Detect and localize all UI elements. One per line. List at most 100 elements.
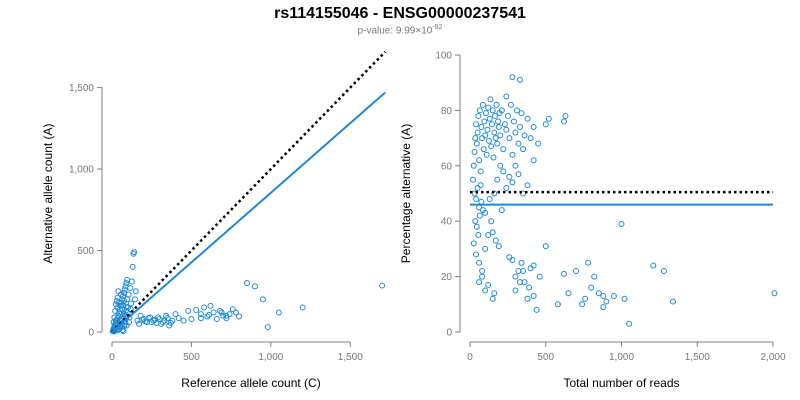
y-tick-label: 20 — [441, 272, 453, 283]
data-point — [490, 154, 497, 161]
data-point — [491, 112, 498, 119]
data-point — [603, 298, 610, 305]
data-point — [299, 304, 306, 311]
data-point — [509, 74, 516, 81]
data-point — [524, 295, 531, 302]
data-point — [527, 265, 534, 272]
data-point — [509, 256, 516, 263]
data-point — [232, 309, 239, 316]
data-point — [520, 146, 527, 153]
y-tick-label: 1,500 — [69, 83, 94, 94]
data-point — [520, 190, 527, 197]
data-point — [479, 101, 486, 108]
data-point — [197, 315, 204, 322]
x-tick-label: 1,500 — [338, 352, 363, 363]
data-point — [536, 273, 543, 280]
data-point — [520, 268, 527, 275]
data-point — [650, 262, 657, 269]
data-point — [492, 135, 499, 142]
y-tick-label: 40 — [441, 217, 453, 228]
data-point — [512, 162, 519, 169]
data-point — [521, 132, 528, 139]
data-point — [476, 157, 483, 164]
data-point — [379, 282, 386, 289]
data-point — [124, 276, 131, 283]
y-tick-label: 0 — [88, 328, 94, 339]
data-point — [223, 312, 230, 319]
data-point — [481, 118, 488, 125]
data-point — [205, 311, 212, 318]
data-point — [560, 270, 567, 277]
data-point — [497, 132, 504, 139]
data-point — [565, 290, 572, 297]
data-point — [145, 315, 152, 322]
x-tick-label: 1,500 — [685, 352, 710, 363]
data-point — [226, 311, 233, 318]
data-point — [503, 93, 510, 100]
data-point — [236, 313, 243, 320]
data-point — [506, 254, 513, 261]
x-tick-label: 500 — [537, 352, 554, 363]
data-point — [479, 135, 486, 142]
data-point — [132, 288, 139, 295]
data-point — [167, 320, 174, 327]
data-point — [526, 284, 533, 291]
data-point — [478, 124, 485, 131]
data-point — [210, 309, 217, 316]
data-point — [621, 295, 628, 302]
data-point — [477, 168, 484, 175]
data-point — [512, 129, 519, 136]
data-point — [475, 232, 482, 239]
data-point — [127, 285, 134, 292]
data-point — [489, 107, 496, 114]
y-tick-label: 1,000 — [69, 165, 94, 176]
data-point — [128, 278, 135, 285]
y-tick-label: 100 — [435, 51, 452, 62]
data-point — [264, 324, 271, 331]
data-point — [123, 280, 130, 287]
data-point — [503, 184, 510, 191]
data-point — [542, 121, 549, 128]
data-point — [482, 132, 489, 139]
data-point — [188, 315, 195, 322]
data-point — [229, 306, 236, 313]
data-point — [497, 162, 504, 169]
data-point — [491, 290, 498, 297]
data-point — [524, 115, 531, 122]
data-point — [588, 284, 595, 291]
data-point — [251, 283, 258, 290]
data-point — [472, 218, 479, 225]
data-point — [518, 259, 525, 266]
data-point — [479, 273, 486, 280]
data-point — [476, 212, 483, 219]
data-point — [595, 290, 602, 297]
data-point — [488, 218, 495, 225]
data-point — [518, 110, 525, 117]
data-point — [542, 243, 549, 250]
data-point — [670, 298, 677, 305]
data-point — [136, 320, 143, 327]
data-point — [600, 292, 607, 299]
data-point — [591, 273, 598, 280]
data-point — [530, 157, 537, 164]
data-point — [471, 148, 478, 155]
data-point — [476, 259, 483, 266]
data-point — [115, 299, 122, 306]
data-point — [474, 184, 481, 191]
data-point — [660, 268, 667, 275]
data-point — [197, 311, 204, 318]
data-point — [515, 140, 522, 147]
chart-panel-right: 0 500 1,000 1,500 2,000 0 20 40 60 80 100 Total num… — [399, 51, 786, 391]
p-value-exponent: -92 — [432, 24, 443, 31]
chart-panel-left: 0 500 1,000 1,500 0 500 1,000 1,500 Reference al… — [41, 50, 387, 390]
chart-subtitle: p-value: 9.99×10-92 — [0, 24, 800, 36]
x-tick-label: 1,000 — [258, 352, 283, 363]
data-point — [491, 129, 498, 136]
data-point — [244, 280, 251, 287]
data-point — [217, 307, 224, 314]
x-tick-label: 2,000 — [760, 352, 785, 363]
p-value-text: p-value: 9.99×10 — [357, 25, 433, 37]
data-point — [185, 307, 192, 314]
data-point — [123, 303, 130, 310]
